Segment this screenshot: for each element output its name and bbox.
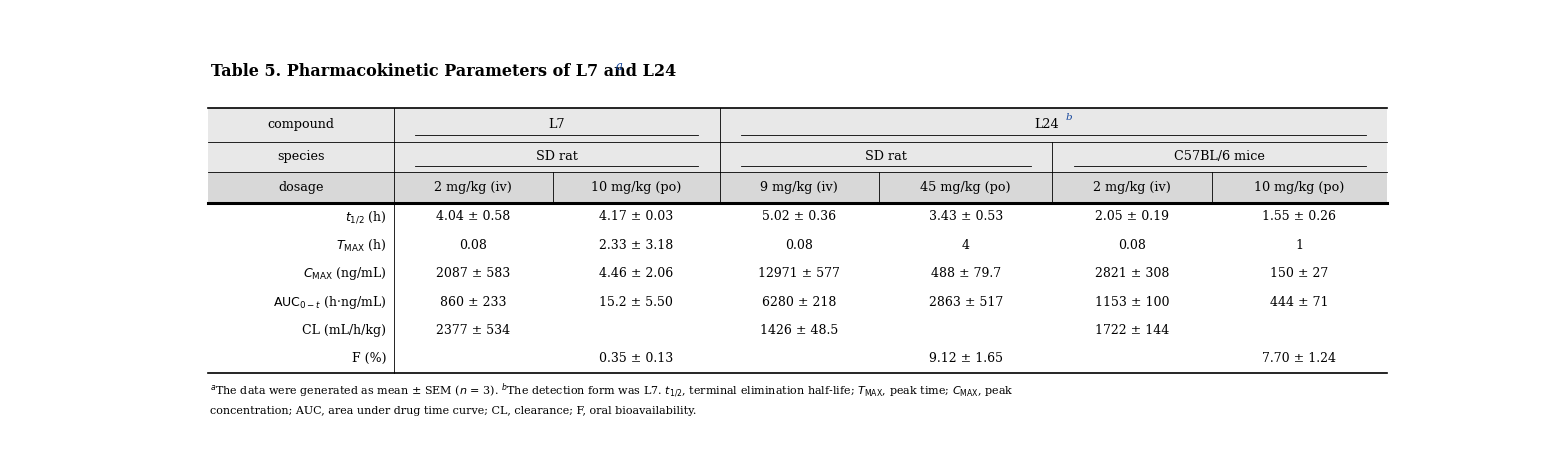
Text: 9 mg/kg (iv): 9 mg/kg (iv) bbox=[760, 181, 839, 194]
Text: species: species bbox=[277, 150, 325, 163]
Text: 488 ± 79.7: 488 ± 79.7 bbox=[930, 267, 1000, 280]
Text: 0.08: 0.08 bbox=[460, 239, 488, 252]
Text: b: b bbox=[1065, 112, 1073, 122]
Text: SD rat: SD rat bbox=[865, 150, 907, 163]
Text: a: a bbox=[616, 60, 622, 73]
Text: 4.17 ± 0.03: 4.17 ± 0.03 bbox=[599, 210, 673, 223]
Bar bbox=[207, 202, 1387, 231]
Text: 1722 ± 144: 1722 ± 144 bbox=[1094, 324, 1169, 337]
Text: 12971 ± 577: 12971 ± 577 bbox=[759, 267, 841, 280]
Text: $C_{\mathrm{MAX}}$ (ng/mL): $C_{\mathrm{MAX}}$ (ng/mL) bbox=[302, 265, 387, 282]
Text: concentration; AUC, area under drug time curve; CL, clearance; F, oral bioavaila: concentration; AUC, area under drug time… bbox=[211, 406, 697, 416]
Text: 0.35 ± 0.13: 0.35 ± 0.13 bbox=[599, 352, 673, 365]
Text: 1153 ± 100: 1153 ± 100 bbox=[1094, 296, 1169, 309]
Text: 2 mg/kg (iv): 2 mg/kg (iv) bbox=[435, 181, 512, 194]
Text: 444 ± 71: 444 ± 71 bbox=[1269, 296, 1328, 309]
Text: 2.05 ± 0.19: 2.05 ± 0.19 bbox=[1094, 210, 1169, 223]
Text: 2.33 ± 3.18: 2.33 ± 3.18 bbox=[599, 239, 673, 252]
Text: 2377 ± 534: 2377 ± 534 bbox=[437, 324, 511, 337]
Text: 10 mg/kg (po): 10 mg/kg (po) bbox=[1254, 181, 1345, 194]
Text: C57BL/6 mice: C57BL/6 mice bbox=[1175, 150, 1265, 163]
Text: $t_{1/2}$ (h): $t_{1/2}$ (h) bbox=[345, 209, 387, 225]
Text: L7: L7 bbox=[548, 118, 565, 131]
Text: 2087 ± 583: 2087 ± 583 bbox=[437, 267, 511, 280]
Text: L24: L24 bbox=[1034, 118, 1059, 131]
Text: 5.02 ± 0.36: 5.02 ± 0.36 bbox=[762, 210, 836, 223]
Text: CL (mL/h/kg): CL (mL/h/kg) bbox=[302, 324, 387, 337]
Text: F (%): F (%) bbox=[351, 352, 387, 365]
Bar bbox=[207, 142, 1387, 172]
Bar bbox=[207, 108, 1387, 142]
Text: Table 5. Pharmacokinetic Parameters of L7 and L24: Table 5. Pharmacokinetic Parameters of L… bbox=[212, 63, 676, 80]
Text: 15.2 ± 5.50: 15.2 ± 5.50 bbox=[599, 296, 673, 309]
Bar bbox=[207, 316, 1387, 345]
Text: 0.08: 0.08 bbox=[1118, 239, 1146, 252]
Bar bbox=[207, 345, 1387, 373]
Text: 1426 ± 48.5: 1426 ± 48.5 bbox=[760, 324, 839, 337]
Text: 150 ± 27: 150 ± 27 bbox=[1271, 267, 1328, 280]
Text: 2 mg/kg (iv): 2 mg/kg (iv) bbox=[1093, 181, 1170, 194]
Text: 2821 ± 308: 2821 ± 308 bbox=[1094, 267, 1169, 280]
Text: $\mathrm{AUC}_{0-t}$ (h·ng/mL): $\mathrm{AUC}_{0-t}$ (h·ng/mL) bbox=[272, 293, 387, 310]
Text: 4: 4 bbox=[961, 239, 969, 252]
Bar bbox=[207, 172, 1387, 202]
Text: compound: compound bbox=[268, 118, 334, 131]
Text: 6280 ± 218: 6280 ± 218 bbox=[762, 296, 836, 309]
Text: 10 mg/kg (po): 10 mg/kg (po) bbox=[591, 181, 681, 194]
Text: 0.08: 0.08 bbox=[785, 239, 813, 252]
Text: 860 ± 233: 860 ± 233 bbox=[440, 296, 506, 309]
Bar bbox=[207, 260, 1387, 288]
Text: 1: 1 bbox=[1296, 239, 1303, 252]
Text: 2863 ± 517: 2863 ± 517 bbox=[929, 296, 1003, 309]
Text: 3.43 ± 0.53: 3.43 ± 0.53 bbox=[929, 210, 1003, 223]
Text: 9.12 ± 1.65: 9.12 ± 1.65 bbox=[929, 352, 1003, 365]
Text: dosage: dosage bbox=[279, 181, 324, 194]
Text: 7.70 ± 1.24: 7.70 ± 1.24 bbox=[1262, 352, 1336, 365]
Text: 4.04 ± 0.58: 4.04 ± 0.58 bbox=[437, 210, 511, 223]
Bar bbox=[207, 288, 1387, 316]
Text: $T_{\mathrm{MAX}}$ (h): $T_{\mathrm{MAX}}$ (h) bbox=[336, 238, 387, 253]
Text: $^{a}$The data were generated as mean ± SEM ($n$ = 3). $^{b}$The detection form : $^{a}$The data were generated as mean ± … bbox=[211, 382, 1014, 400]
Text: 4.46 ± 2.06: 4.46 ± 2.06 bbox=[599, 267, 673, 280]
Text: 1.55 ± 0.26: 1.55 ± 0.26 bbox=[1262, 210, 1336, 223]
Text: SD rat: SD rat bbox=[536, 150, 577, 163]
Bar bbox=[207, 231, 1387, 260]
Text: 45 mg/kg (po): 45 mg/kg (po) bbox=[921, 181, 1011, 194]
